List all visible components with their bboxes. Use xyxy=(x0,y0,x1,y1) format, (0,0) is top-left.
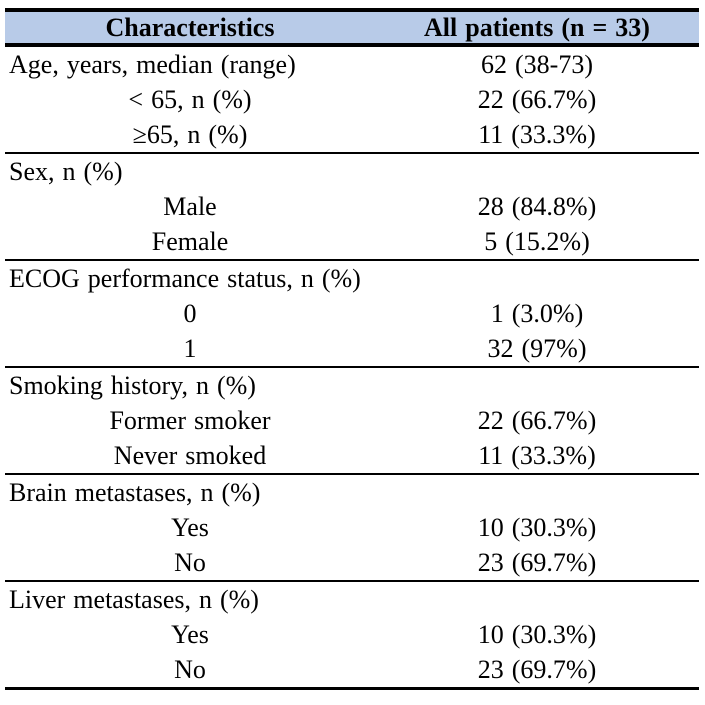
row-value xyxy=(375,473,699,510)
row-value: 1 (3.0%) xyxy=(490,298,584,328)
row-value: 5 (15.2%) xyxy=(484,226,590,256)
row-liver-mets-yes: Yes 10 (30.3%) xyxy=(5,617,699,652)
row-value xyxy=(375,259,699,296)
row-never-smoked: Never smoked 11 (33.3%) xyxy=(5,438,699,474)
row-former-smoker: Former smoker 22 (66.7%) xyxy=(5,403,699,438)
row-value: 11 (33.3%) xyxy=(478,440,596,470)
row-value: 10 (30.3%) xyxy=(477,619,597,649)
row-ecog: ECOG performance status, n (%) xyxy=(5,259,699,296)
row-label: Female xyxy=(151,226,229,256)
row-brain-mets-no: No 23 (69.7%) xyxy=(5,545,699,581)
row-label: ≥65, n (%) xyxy=(132,119,248,149)
row-value: 11 (33.3%) xyxy=(478,119,596,149)
row-value: 10 (30.3%) xyxy=(477,512,597,542)
row-liver-mets-no: No 23 (69.7%) xyxy=(5,652,699,689)
column-header-characteristics: Characteristics xyxy=(5,10,375,47)
row-value: 28 (84.8%) xyxy=(477,191,597,221)
row-sex-female: Female 5 (15.2%) xyxy=(5,224,699,260)
row-sex-male: Male 28 (84.8%) xyxy=(5,189,699,224)
row-liver-mets: Liver metastases, n (%) xyxy=(5,580,699,617)
row-label: Former smoker xyxy=(109,405,271,435)
row-smoking: Smoking history, n (%) xyxy=(5,366,699,403)
table-header-row: Characteristics All patients (n = 33) xyxy=(5,10,699,47)
row-age-under-65: < 65, n (%) 22 (66.7%) xyxy=(5,82,699,117)
row-value xyxy=(375,152,699,189)
row-value: 32 (97%) xyxy=(487,333,587,363)
row-label: Yes xyxy=(171,512,209,542)
row-label: Age, years, median (range) xyxy=(9,49,296,79)
row-ecog-0: 0 1 (3.0%) xyxy=(5,296,699,331)
row-age-65-plus: ≥65, n (%) 11 (33.3%) xyxy=(5,117,699,153)
row-value xyxy=(375,580,699,617)
row-label: ECOG performance status, n (%) xyxy=(5,259,375,296)
row-brain-mets: Brain metastases, n (%) xyxy=(5,473,699,510)
row-label: 0 xyxy=(183,298,197,328)
row-sex: Sex, n (%) xyxy=(5,152,699,189)
column-header-all-patients: All patients (n = 33) xyxy=(375,10,699,47)
row-label: Sex, n (%) xyxy=(5,152,375,189)
row-value: 23 (69.7%) xyxy=(477,547,597,577)
row-ecog-1: 1 32 (97%) xyxy=(5,331,699,367)
row-value: 62 (38-73) xyxy=(481,49,593,79)
row-label: Never smoked xyxy=(113,440,267,470)
row-label: Male xyxy=(163,191,217,221)
row-value: 22 (66.7%) xyxy=(477,84,597,114)
row-label: Brain metastases, n (%) xyxy=(5,473,375,510)
document-page: Characteristics All patients (n = 33) Ag… xyxy=(0,8,705,705)
row-label: No xyxy=(174,654,206,684)
row-label: Liver metastases, n (%) xyxy=(5,580,375,617)
row-label: < 65, n (%) xyxy=(128,84,252,114)
row-value xyxy=(375,366,699,403)
row-value: 23 (69.7%) xyxy=(477,654,597,684)
row-label: No xyxy=(174,547,206,577)
row-label: Yes xyxy=(171,619,209,649)
patient-characteristics-table: Characteristics All patients (n = 33) Ag… xyxy=(5,8,699,690)
row-label: Smoking history, n (%) xyxy=(5,366,375,403)
row-value: 22 (66.7%) xyxy=(477,405,597,435)
row-label: 1 xyxy=(183,333,197,363)
row-age: Age, years, median (range) 62 (38-73) xyxy=(5,45,699,82)
row-brain-mets-yes: Yes 10 (30.3%) xyxy=(5,510,699,545)
